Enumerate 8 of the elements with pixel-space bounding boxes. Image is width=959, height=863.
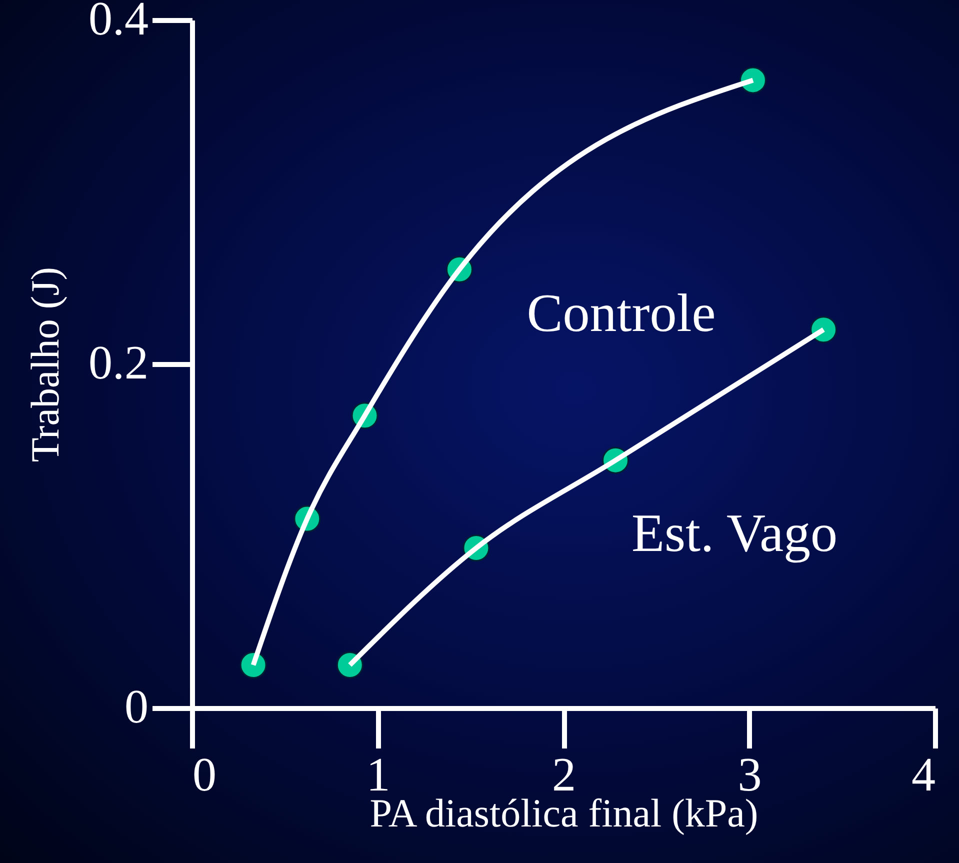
series-label: Controle bbox=[526, 282, 716, 343]
y-tick-label: 0.2 bbox=[88, 336, 148, 390]
y-axis-title: Trabalho (J) bbox=[22, 266, 68, 462]
x-tick-label: 0 bbox=[192, 748, 216, 802]
y-tick-label: 0.4 bbox=[88, 0, 148, 46]
x-tick-label: 4 bbox=[912, 748, 936, 802]
series-label: Est. Vago bbox=[632, 502, 838, 563]
y-tick-label: 0 bbox=[124, 680, 148, 734]
